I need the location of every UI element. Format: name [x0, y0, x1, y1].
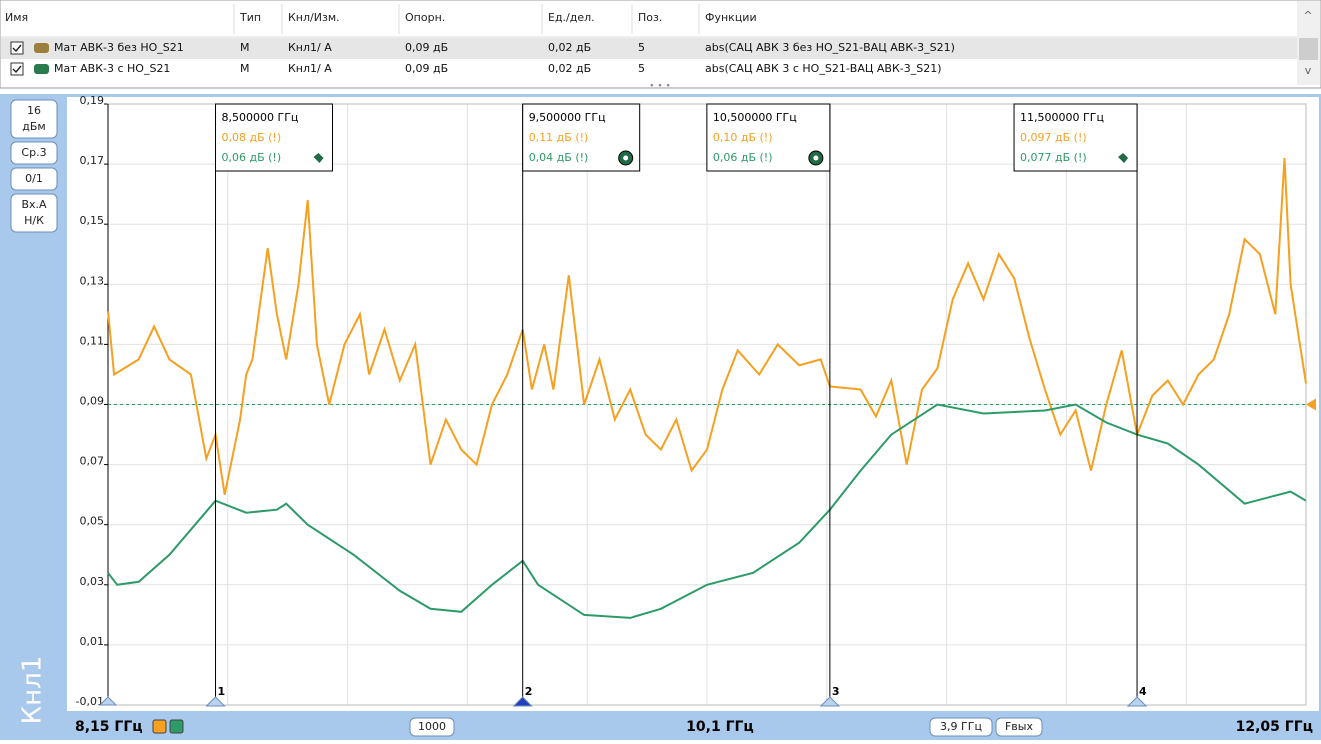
- splitter[interactable]: • • •: [649, 82, 671, 92]
- table-cell: Мат АВК-3 без НО_S21: [54, 41, 184, 54]
- marker-number: 4: [1139, 685, 1147, 698]
- marker-number: 3: [832, 685, 840, 698]
- trace-toggle[interactable]: [152, 719, 167, 734]
- side-button-label: Ср.3: [21, 146, 46, 159]
- scroll-thumb[interactable]: [1299, 38, 1318, 60]
- selected-row: [1, 38, 1297, 59]
- y-tick-label: 0,05: [80, 515, 105, 528]
- check: [12, 65, 22, 74]
- marker-value: 0,08 дБ (!): [222, 131, 282, 144]
- y-tick-label: 0,15: [80, 214, 105, 227]
- marker-freq: 8,500000 ГГц: [222, 111, 299, 124]
- start-freq: 8,15 ГГц: [75, 719, 143, 735]
- table-cell: 0,02 дБ: [548, 41, 591, 54]
- bar-button[interactable]: [409, 717, 455, 737]
- marker-value: 0,097 дБ (!): [1020, 131, 1087, 144]
- marker-triangle[interactable]: [1126, 696, 1148, 707]
- marker-freq: 9,500000 ГГц: [529, 111, 606, 124]
- marker-icon-dot: [623, 155, 629, 161]
- y-tick-label: 0,13: [80, 274, 105, 287]
- column-header[interactable]: Опорн.: [405, 11, 445, 24]
- marker-value: 0,04 дБ (!): [529, 151, 589, 164]
- y-tick-label: 0,09: [80, 395, 105, 408]
- channel-label: Кнл1: [18, 656, 48, 725]
- side-button[interactable]: [10, 99, 58, 139]
- column-header[interactable]: Функции: [705, 11, 757, 24]
- marker-triangle[interactable]: [819, 696, 841, 707]
- side-button[interactable]: [10, 141, 58, 165]
- bar-button-label: Fвых: [1005, 720, 1033, 733]
- y-tick-label: 0,07: [80, 455, 105, 468]
- bar-button[interactable]: [995, 717, 1043, 737]
- marker-freq: 11,500000 ГГц: [1020, 111, 1104, 124]
- scroll-down[interactable]: v: [1305, 64, 1312, 77]
- reference-marker: [1306, 398, 1316, 411]
- check: [12, 44, 22, 53]
- trace-color: [34, 43, 49, 53]
- trace-toggle[interactable]: [169, 719, 184, 734]
- scroll-up[interactable]: ^: [1303, 9, 1312, 22]
- table-cell: abs(САЦ АВК 3 без НО_S21-ВАЦ АВК-3_S21): [705, 41, 955, 54]
- column-header[interactable]: Поз.: [638, 11, 662, 24]
- bar-button-label: 1000: [418, 720, 446, 733]
- side-button[interactable]: [10, 193, 58, 233]
- table-cell: 5: [638, 62, 645, 75]
- y-tick-label: 0,01: [80, 635, 105, 648]
- column-header[interactable]: Кнл/Изм.: [288, 11, 340, 24]
- marker-value: 0,077 дБ (!): [1020, 151, 1087, 164]
- side-button-label: дБм: [22, 120, 45, 133]
- checkbox[interactable]: [10, 62, 24, 76]
- table-cell: М: [240, 62, 250, 75]
- table-cell: Мат АВК-3 с НО_S21: [54, 62, 170, 75]
- y-tick-label: 0,03: [80, 575, 105, 588]
- marker-triangle[interactable]: [205, 696, 226, 707]
- trace-color: [34, 64, 49, 74]
- marker-value: 0,10 дБ (!): [713, 131, 773, 144]
- marker-number: 1: [218, 685, 226, 698]
- checkbox[interactable]: [10, 41, 24, 55]
- table-cell: Кнл1/ А: [288, 62, 332, 75]
- trace: [107, 403, 1307, 619]
- column-header[interactable]: Тип: [239, 11, 261, 24]
- y-tick-label: 0,19: [80, 94, 105, 107]
- center-freq: 10,1 ГГц: [686, 719, 754, 735]
- trace: [107, 158, 1307, 495]
- stop-freq: 12,05 ГГц: [1236, 719, 1313, 735]
- table-cell: 0,02 дБ: [548, 62, 591, 75]
- y-tick-label: -0,01: [76, 695, 104, 708]
- bar-button-label: 3,9 ГГц: [940, 720, 982, 733]
- table-cell: 5: [638, 41, 645, 54]
- y-tick-label: 0,17: [80, 154, 105, 167]
- marker-icon-dot: [813, 155, 819, 161]
- side-button-label: 0/1: [25, 172, 43, 185]
- column-header[interactable]: Ед./дел.: [548, 11, 595, 24]
- start-triangle: [98, 696, 118, 706]
- marker-icon[interactable]: [311, 153, 324, 165]
- table-cell: abs(САЦ АВК 3 с НО_S21-ВАЦ АВК-3_S21): [705, 62, 942, 75]
- side-button-label: 16: [27, 104, 41, 117]
- side-button-label: Н/К: [24, 214, 44, 227]
- marker-freq: 10,500000 ГГц: [713, 111, 797, 124]
- marker-icon[interactable]: [1116, 153, 1129, 165]
- side-button-label: Вх.А: [21, 198, 47, 211]
- table-cell: 0,09 дБ: [405, 62, 448, 75]
- table-cell: 0,09 дБ: [405, 41, 448, 54]
- column-header[interactable]: Имя: [5, 11, 28, 24]
- y-tick-label: 0,11: [80, 334, 105, 347]
- bar-button[interactable]: [929, 717, 993, 737]
- marker-triangle[interactable]: [512, 696, 533, 707]
- table-cell: Кнл1/ А: [288, 41, 332, 54]
- marker-box: [215, 103, 334, 172]
- marker-value: 0,06 дБ (!): [713, 151, 773, 164]
- marker-value: 0,06 дБ (!): [222, 151, 282, 164]
- table-cell: М: [240, 41, 250, 54]
- marker-number: 2: [525, 685, 533, 698]
- side-button[interactable]: [10, 167, 58, 191]
- marker-box: [1013, 103, 1138, 172]
- marker-value: 0,11 дБ (!): [529, 131, 589, 144]
- table-header: [1, 1, 1297, 37]
